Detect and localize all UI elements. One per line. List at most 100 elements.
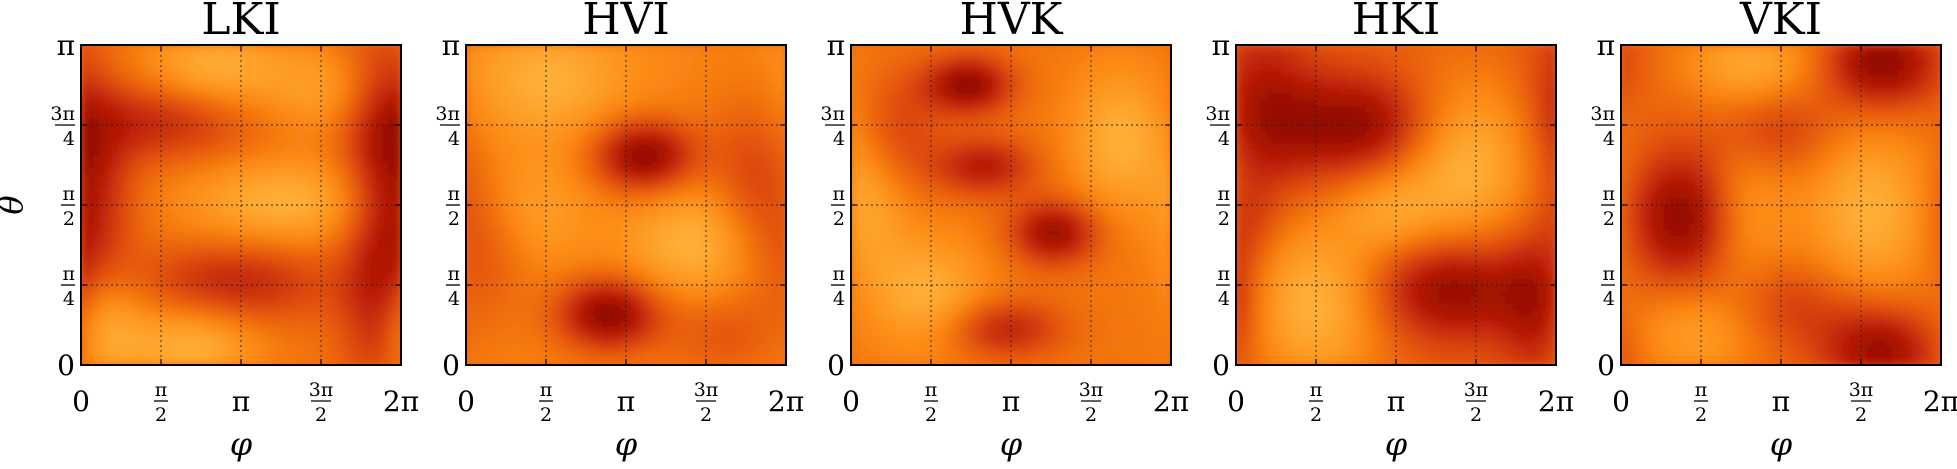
- heatmap-cell: [259, 291, 266, 298]
- heatmap-cell: [515, 254, 522, 261]
- heatmap-cell: [601, 107, 608, 114]
- heatmap-cell: [558, 150, 565, 157]
- heatmap-cell: [651, 76, 658, 83]
- heatmap-cell: [601, 45, 608, 52]
- heatmap-cell: [706, 100, 713, 107]
- heatmap-cell: [339, 168, 346, 175]
- y-tick-label-denominator: 4: [63, 288, 75, 310]
- heatmap-cell: [558, 156, 565, 163]
- heatmap-cell: [358, 45, 365, 52]
- heatmap-cell: [614, 57, 621, 64]
- heatmap-cell: [290, 217, 297, 224]
- heatmap-cell: [681, 94, 688, 101]
- heatmap-cell: [484, 193, 491, 200]
- heatmap-cell: [303, 303, 310, 310]
- heatmap-cell: [383, 322, 390, 329]
- heatmap-cell: [130, 88, 137, 95]
- heatmap-cell: [321, 156, 328, 163]
- heatmap-cell: [192, 193, 199, 200]
- heatmap-cell: [309, 57, 316, 64]
- heatmap-cell: [491, 168, 498, 175]
- heatmap-cell: [352, 267, 359, 274]
- heatmap-cell: [99, 223, 106, 230]
- heatmap-cell: [370, 211, 377, 218]
- heatmap-cell: [87, 45, 94, 52]
- heatmap-cell: [712, 211, 719, 218]
- heatmap-cell: [712, 254, 719, 261]
- heatmap-cell: [515, 107, 522, 114]
- heatmap-cell: [571, 113, 578, 120]
- heatmap-cell: [376, 211, 383, 218]
- heatmap-cell: [186, 94, 193, 101]
- heatmap-cell: [124, 242, 131, 249]
- heatmap-cell: [352, 168, 359, 175]
- heatmap-cell: [99, 254, 106, 261]
- heatmap-cell: [478, 193, 485, 200]
- heatmap-cell: [266, 82, 273, 89]
- heatmap-cell: [675, 254, 682, 261]
- heatmap-cell: [143, 273, 150, 280]
- heatmap-cell: [583, 217, 590, 224]
- heatmap-cell: [204, 88, 211, 95]
- heatmap-cell: [675, 70, 682, 77]
- heatmap-cell: [712, 180, 719, 187]
- heatmap-cell: [749, 88, 756, 95]
- heatmap-cell: [497, 94, 504, 101]
- heatmap-cell: [669, 211, 676, 218]
- heatmap-cell: [106, 143, 113, 150]
- heatmap-cell: [272, 193, 279, 200]
- heatmap-cell: [515, 76, 522, 83]
- heatmap-cell: [712, 137, 719, 144]
- heatmap-cell: [253, 82, 260, 89]
- heatmap-cell: [284, 267, 291, 274]
- heatmap-cell: [688, 168, 695, 175]
- heatmap-cell: [774, 297, 781, 304]
- heatmap-cell: [608, 291, 615, 298]
- heatmap-cell: [216, 107, 223, 114]
- heatmap-cell: [478, 63, 485, 70]
- heatmap-cell: [284, 310, 291, 317]
- heatmap-cell: [755, 193, 762, 200]
- heatmap-cell: [681, 150, 688, 157]
- heatmap-cell: [167, 211, 174, 218]
- heatmap-cell: [466, 193, 473, 200]
- heatmap-cell: [737, 100, 744, 107]
- heatmap-cell: [229, 113, 236, 120]
- heatmap-cell: [87, 310, 94, 317]
- heatmap-cell: [540, 199, 547, 206]
- heatmap-cell: [731, 137, 738, 144]
- heatmap-cell: [321, 328, 328, 335]
- heatmap-cell: [284, 297, 291, 304]
- heatmap-cell: [768, 242, 775, 249]
- heatmap-cell: [724, 168, 731, 175]
- heatmap-cell: [724, 76, 731, 83]
- heatmap-cell: [99, 180, 106, 187]
- heatmap-cell: [638, 70, 645, 77]
- heatmap-cell: [669, 113, 676, 120]
- heatmap-cell: [657, 94, 664, 101]
- heatmap-cell: [303, 340, 310, 347]
- heatmap-cell: [724, 180, 731, 187]
- heatmap-cell: [161, 316, 168, 323]
- heatmap-cell: [657, 88, 664, 95]
- heatmap-cell: [383, 82, 390, 89]
- heatmap-cell: [290, 70, 297, 77]
- heatmap-cell: [210, 347, 217, 354]
- heatmap-cell: [143, 168, 150, 175]
- heatmap-cell: [644, 236, 651, 243]
- heatmap-cell: [681, 51, 688, 58]
- heatmap-cell: [333, 94, 340, 101]
- heatmap-cell: [333, 334, 340, 341]
- heatmap-cell: [87, 82, 94, 89]
- heatmap-cell: [383, 125, 390, 132]
- heatmap-cell: [497, 51, 504, 58]
- heatmap-cell: [204, 223, 211, 230]
- heatmap-cell: [644, 174, 651, 181]
- heatmap-cell: [93, 150, 100, 157]
- heatmap-cell: [309, 242, 316, 249]
- heatmap-cell: [229, 223, 236, 230]
- heatmap-cell: [278, 187, 285, 194]
- heatmap-cell: [241, 57, 248, 64]
- heatmap-cell: [210, 267, 217, 274]
- heatmap-cell: [595, 242, 602, 249]
